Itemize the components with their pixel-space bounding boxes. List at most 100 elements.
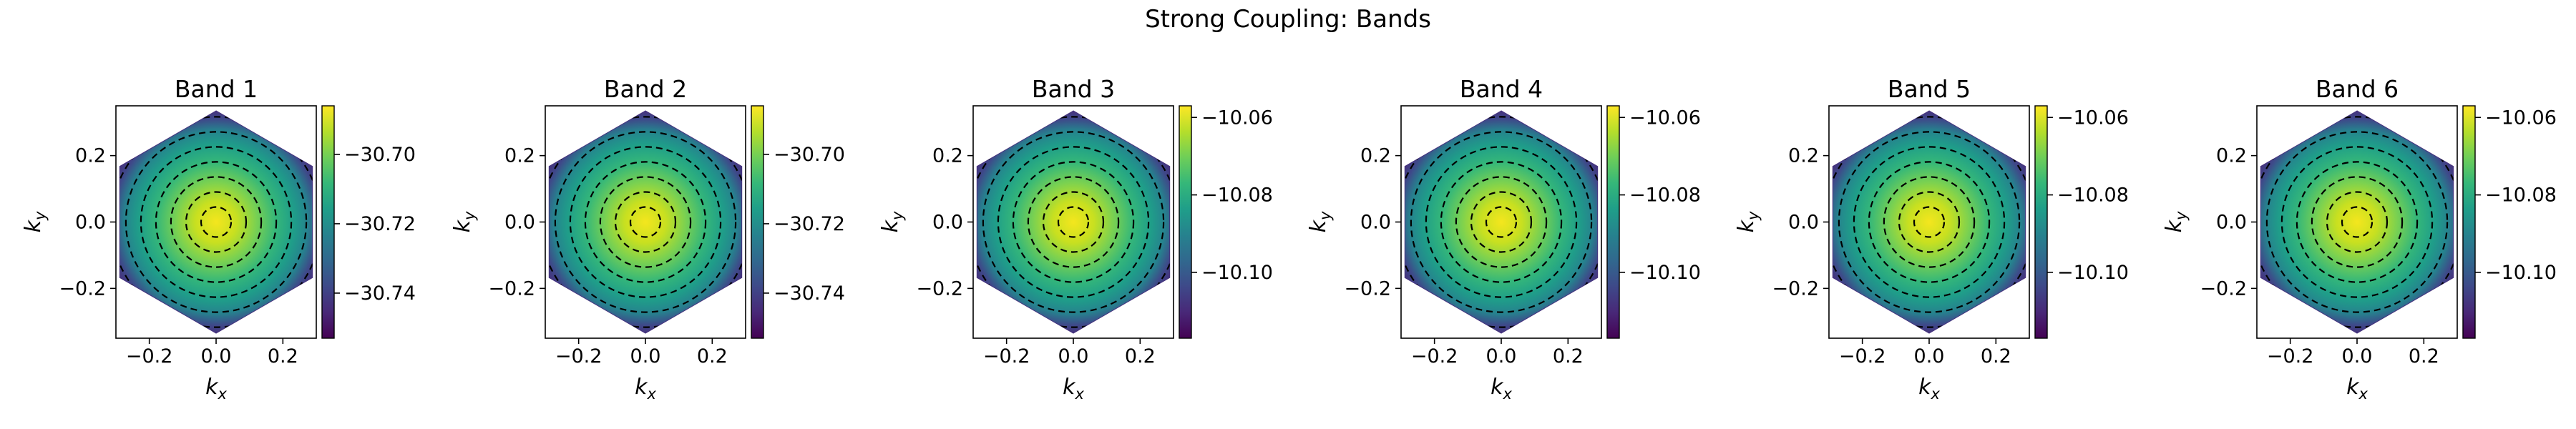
contour-ring	[1425, 146, 1578, 298]
contour-ring	[125, 131, 308, 313]
y-tick-label: −0.2	[1344, 277, 1391, 300]
y-tick-label: −0.2	[488, 277, 535, 300]
y-tick-label: −0.2	[59, 277, 106, 300]
x-tick-label: 0.0	[630, 345, 661, 368]
x-tick-label: −0.2	[2267, 345, 2314, 368]
contour-ring	[982, 131, 1165, 313]
heatmap-region	[1404, 110, 1599, 334]
colorbar-tick-label: −30.72	[344, 213, 416, 235]
panel-title: Band 2	[604, 75, 687, 103]
x-tick-label: 0.2	[1981, 345, 2011, 368]
y-axis-label: ky	[1734, 211, 1762, 232]
y-tick-label: 0.2	[1788, 145, 1819, 167]
y-tick-label: 0.2	[504, 145, 535, 167]
contour-ring	[119, 116, 313, 328]
y-tick-label: 0.0	[932, 212, 963, 234]
contour-ring	[599, 176, 692, 268]
colorbar-tick-label: −10.06	[1201, 107, 1273, 129]
colorbar	[321, 105, 335, 339]
x-tick-label: 0.0	[1914, 345, 1945, 368]
colorbar	[2462, 105, 2476, 339]
contour-ring	[2326, 191, 2389, 253]
panel-band-5: Band 5 −0.2 0.0 0.2 −0.2 0.0 0.2 kx ky −10.06 −10.…	[1734, 75, 2129, 403]
x-tick-label: 0.2	[1553, 345, 1584, 368]
panel-band-6: Band 6 −0.2 0.0 0.2 −0.2 0.0 0.2 kx ky −10.06 −10.…	[2162, 75, 2557, 403]
y-tick-label: −0.2	[1772, 277, 1819, 300]
colorbar-tick-label: −10.10	[1201, 262, 1273, 284]
contour-lines	[119, 111, 313, 333]
colorbar-tick-label: −10.06	[2057, 107, 2129, 129]
heatmap-region	[119, 110, 313, 334]
contour-ring	[614, 191, 677, 253]
colorbar-tick-label: −30.74	[344, 282, 416, 305]
contour-ring	[1042, 191, 1105, 253]
colorbar-tick-label: −30.74	[774, 282, 845, 305]
x-tick-label: 0.2	[268, 345, 298, 368]
y-tick-label: 0.2	[2216, 145, 2247, 167]
contour-ring	[1410, 131, 1593, 313]
y-tick-label: −0.2	[916, 277, 963, 300]
contour-ring	[2260, 116, 2454, 328]
figure-title: Strong Coupling: Bands	[1145, 5, 1431, 34]
contour-ring	[629, 206, 662, 238]
contour-ring	[1405, 116, 1598, 328]
y-axis-label: ky	[21, 211, 49, 232]
contour-ring	[1853, 146, 2006, 298]
contour-ring	[997, 146, 1150, 298]
contour-ring	[155, 161, 278, 283]
x-tick-label: 0.0	[1486, 345, 1517, 368]
panel-title: Band 5	[1888, 75, 1971, 103]
x-tick-label: −0.2	[1411, 345, 1458, 368]
panel-title: Band 3	[1032, 75, 1115, 103]
y-axis-label: ky	[450, 211, 478, 232]
contour-lines	[2260, 111, 2454, 333]
colorbar-tick-label: −30.70	[774, 144, 845, 166]
contour-ring	[200, 206, 233, 238]
colorbar-tick-label: −10.06	[1629, 107, 1701, 129]
x-tick-label: 0.0	[201, 345, 232, 368]
heatmap-region	[2260, 110, 2454, 334]
contour-ring	[549, 116, 742, 328]
colorbar	[751, 105, 764, 339]
x-tick-label: 0.2	[697, 345, 728, 368]
y-tick-label: 0.0	[504, 212, 535, 234]
contour-ring	[170, 176, 263, 268]
y-tick-label: 0.0	[1788, 212, 1819, 234]
panel-title: Band 6	[2316, 75, 2399, 103]
panel-title: Band 1	[175, 75, 258, 103]
colorbar-tick-label: −30.70	[344, 144, 416, 166]
colorbar-tick-label: −10.10	[2485, 262, 2557, 284]
colorbar-tick-label: −10.08	[1629, 184, 1701, 207]
colorbar	[1179, 105, 1192, 339]
y-tick-label: 0.0	[2216, 212, 2247, 234]
y-tick-label: 0.0	[1360, 212, 1391, 234]
contour-ring	[1470, 191, 1533, 253]
y-axis-label: ky	[2162, 211, 2190, 232]
contour-ring	[1883, 176, 1976, 268]
contour-ring	[2280, 146, 2434, 298]
contour-ring	[1057, 206, 1090, 238]
contour-ring	[977, 116, 1170, 328]
contour-lines	[1833, 111, 2026, 333]
heatmap-region	[1832, 110, 2026, 334]
contour-ring	[185, 191, 248, 253]
panel-band-3: Band 3 −0.2 0.0 0.2 −0.2 0.0 0.2 kx ky −10.06 −10.…	[878, 75, 1273, 403]
contour-ring	[2265, 131, 2449, 313]
colorbar-tick-label: −30.72	[774, 213, 845, 235]
contour-lines	[549, 111, 742, 333]
contour-ring	[1898, 191, 1961, 253]
contour-ring	[569, 146, 722, 298]
contour-lines	[977, 111, 1170, 333]
y-tick-label: −0.2	[2200, 277, 2247, 300]
x-axis-label: kx	[205, 375, 227, 403]
contour-ring	[140, 146, 293, 298]
x-axis-label: kx	[2346, 375, 2368, 403]
heatmap-region	[976, 110, 1171, 334]
x-tick-label: 0.0	[1058, 345, 1089, 368]
panel-band-1: Band 1 −0.2 0.0 0.2 −0.2 0.0 0.2 kx ky −30.70 −30.…	[21, 75, 416, 403]
x-axis-label: kx	[1491, 375, 1512, 403]
panel-title: Band 4	[1460, 75, 1543, 103]
x-tick-label: −0.2	[126, 345, 173, 368]
x-tick-label: −0.2	[983, 345, 1030, 368]
